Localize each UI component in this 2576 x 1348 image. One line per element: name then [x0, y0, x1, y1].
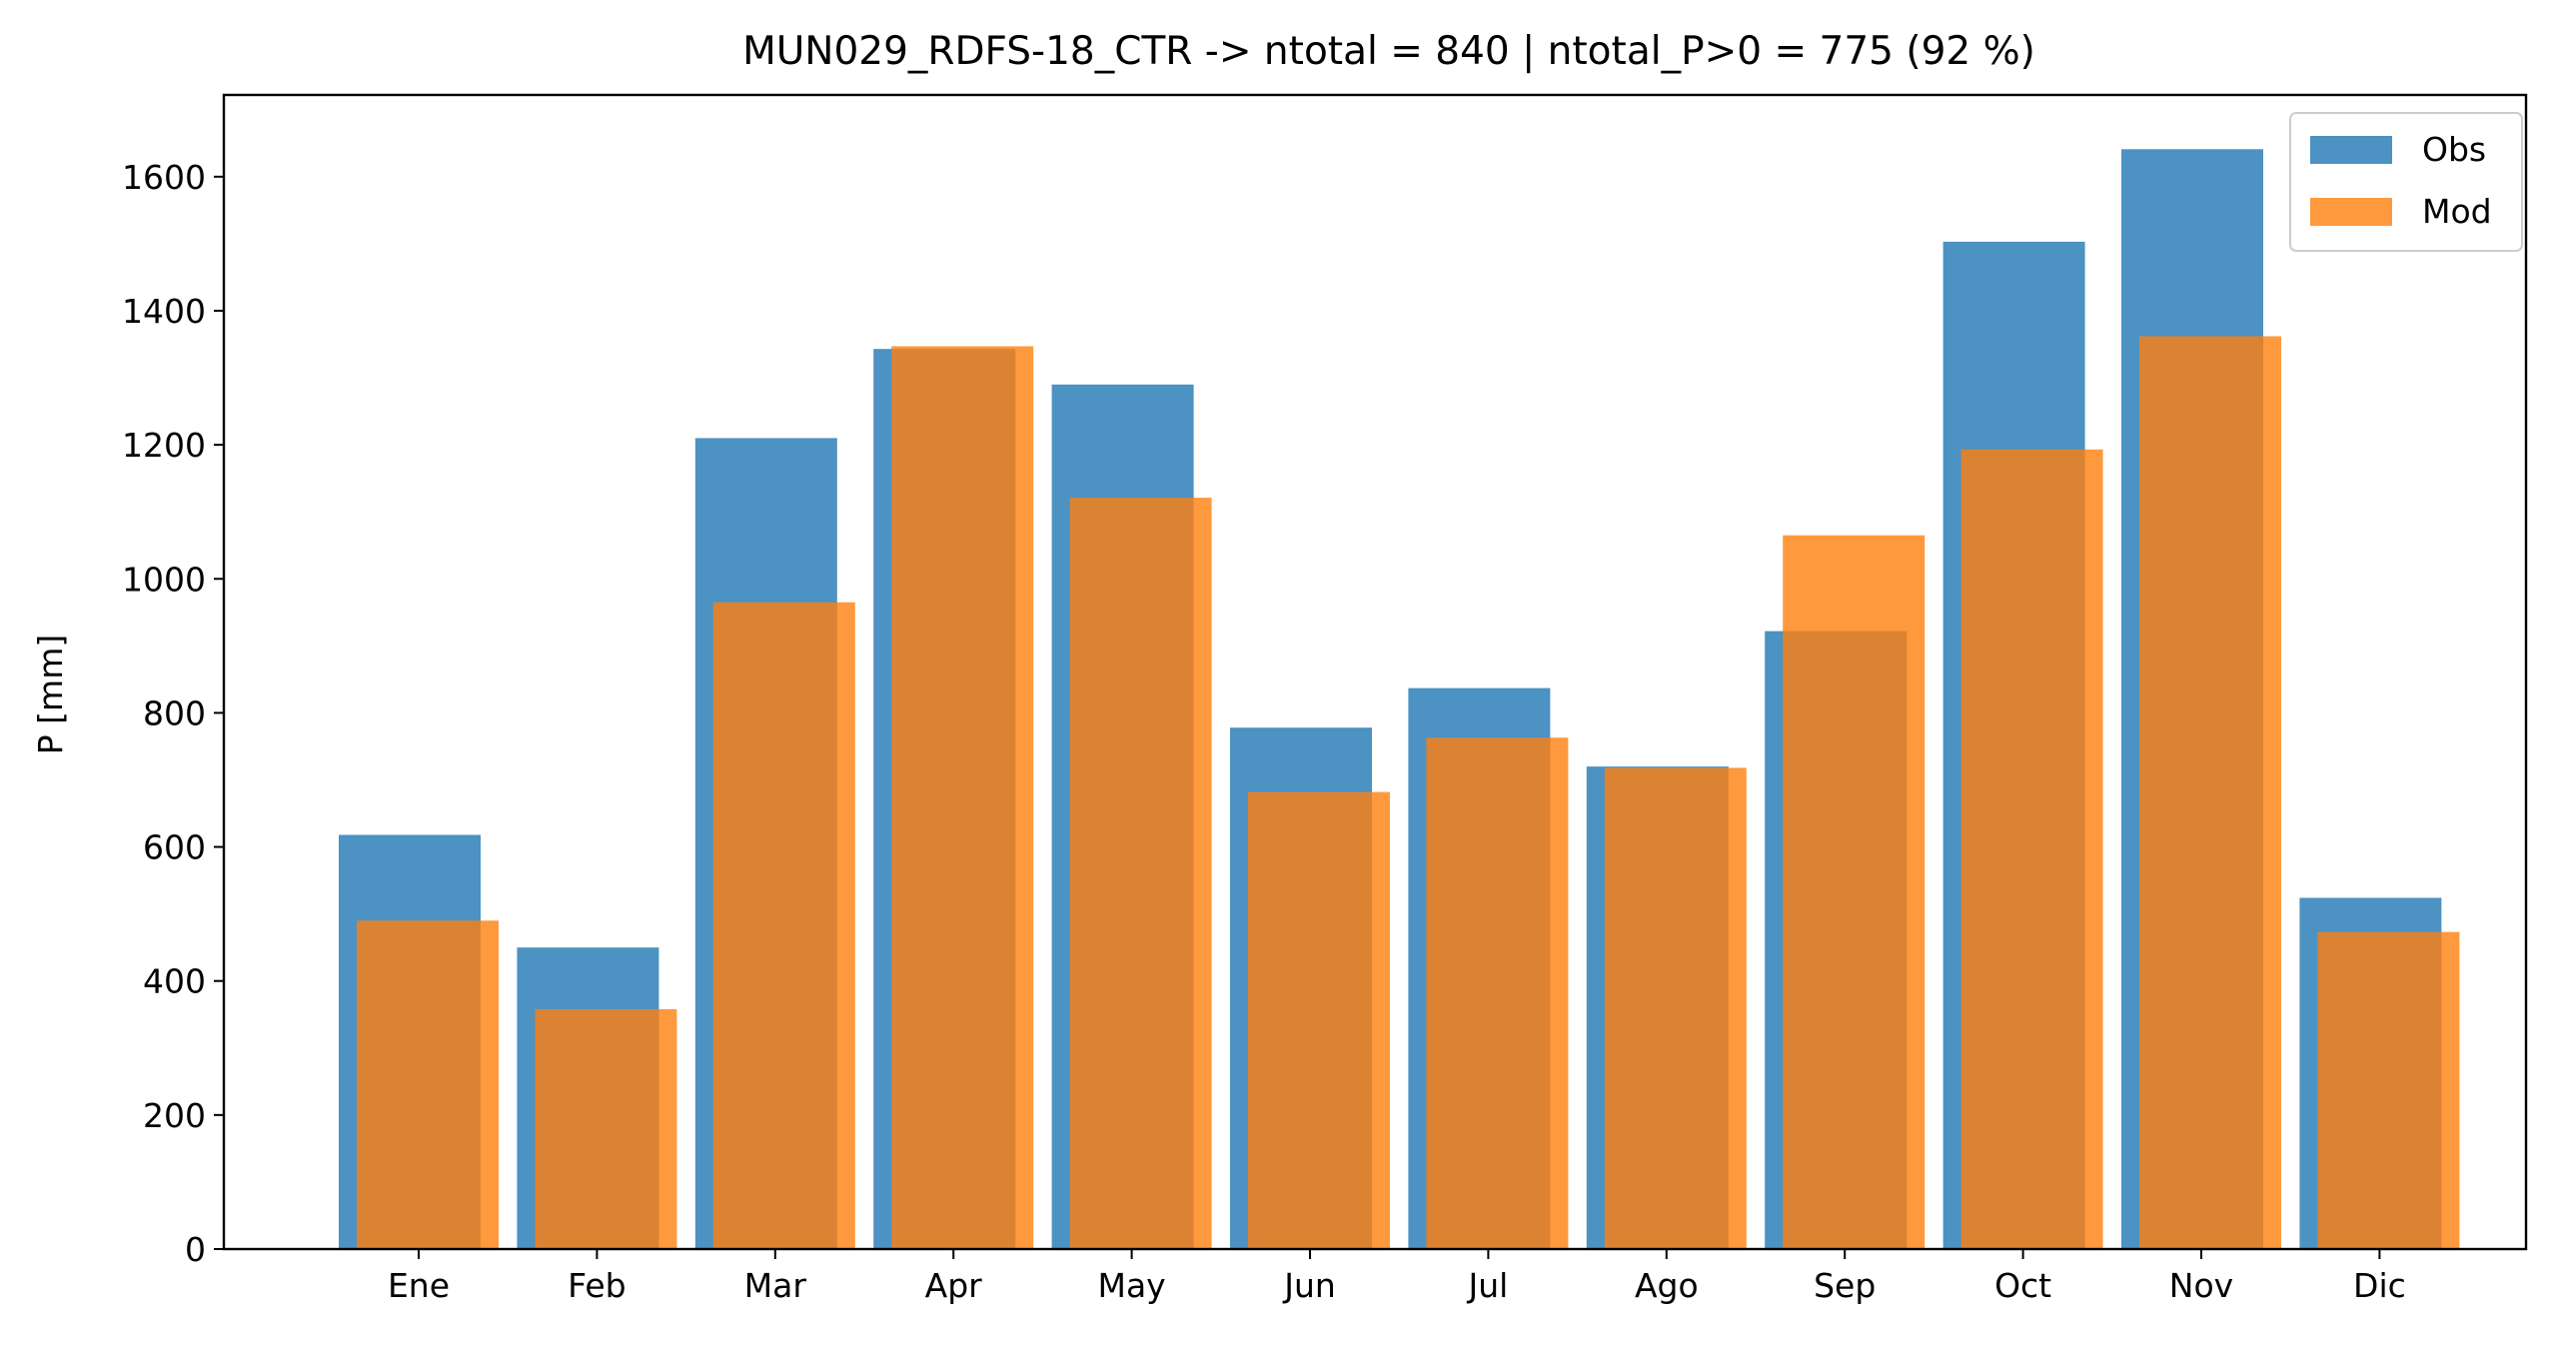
y-tick-label: 800	[143, 693, 206, 732]
y-tick-label: 1000	[122, 560, 206, 599]
bar-mod-apr	[891, 346, 1034, 1249]
legend-swatch-mod	[2310, 198, 2392, 226]
x-tick-label-feb: Feb	[568, 1266, 626, 1305]
bar-mod-ago	[1604, 767, 1747, 1249]
y-ticks: 0 200 400 600 800 1000 1200 1400 1600	[122, 158, 224, 1269]
x-tick-label-jul: Jul	[1466, 1266, 1508, 1305]
bar-mod-oct	[1960, 449, 2103, 1249]
bar-mod-jul	[1426, 737, 1569, 1249]
x-tick-label-sep: Sep	[1814, 1266, 1876, 1305]
x-tick-label-apr: Apr	[925, 1266, 983, 1305]
x-tick-label-nov: Nov	[2169, 1266, 2233, 1305]
x-tick-label-dic: Dic	[2353, 1266, 2406, 1305]
bar-mod-sep	[1783, 535, 1926, 1249]
legend: Obs Mod	[2289, 112, 2523, 252]
bar-mod-mar	[712, 602, 855, 1249]
x-tick-label-may: May	[1097, 1266, 1165, 1305]
bar-mod-ene	[357, 920, 499, 1249]
bar-mod-may	[1069, 498, 1212, 1250]
y-tick-label: 600	[143, 828, 206, 867]
x-tick-label-oct: Oct	[1994, 1266, 2051, 1305]
chart-title: MUN029_RDFS-18_CTR -> ntotal = 840 | nto…	[742, 29, 2035, 74]
bars-layer	[339, 149, 2460, 1250]
y-axis-label: P [mm]	[31, 635, 70, 754]
bar-mod-dic	[2317, 931, 2460, 1249]
y-tick-label: 1200	[122, 426, 206, 465]
legend-label-obs: Obs	[2422, 130, 2486, 169]
x-tick-label-ago: Ago	[1635, 1266, 1699, 1305]
y-tick-label: 400	[143, 962, 206, 1001]
x-tick-label-ene: Ene	[388, 1266, 450, 1305]
bar-mod-nov	[2139, 336, 2281, 1249]
y-tick-label: 1400	[122, 292, 206, 331]
bar-mod-feb	[535, 1008, 677, 1249]
y-tick-label: 0	[185, 1230, 206, 1269]
x-tick-label-jun: Jun	[1282, 1266, 1336, 1305]
x-ticks: Ene Feb Mar Apr May Jun Jul Ago Sep Oct Nov Dic	[388, 1249, 2406, 1305]
legend-label-mod: Mod	[2422, 192, 2492, 231]
bar-mod-jun	[1248, 791, 1390, 1249]
y-tick-label: 200	[143, 1096, 206, 1135]
legend-swatch-obs	[2310, 136, 2392, 164]
series-mod	[357, 336, 2460, 1250]
x-tick-label-mar: Mar	[744, 1266, 807, 1305]
plot-frame	[222, 93, 2528, 1251]
y-tick-label: 1600	[122, 158, 206, 197]
